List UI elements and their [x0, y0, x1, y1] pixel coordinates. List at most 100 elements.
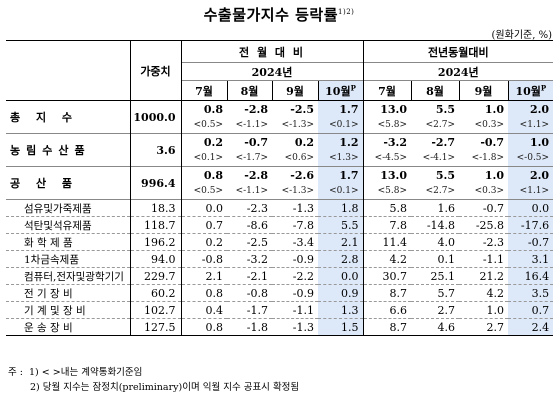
row-label: 섬유및가죽제품	[24, 202, 92, 215]
value-cell: 0.7	[508, 301, 554, 319]
value-cell: -2.5	[290, 102, 314, 116]
value-cell: 21.2	[479, 269, 505, 283]
value-cell: 1.5	[318, 318, 364, 336]
row-weight: 229.7	[129, 267, 181, 285]
contract-value-cell: <0.1>	[180, 150, 227, 167]
row-label: 화 학 제 품	[24, 236, 73, 249]
header-month: 9월	[271, 80, 318, 101]
row-label: 기 계 및 장 비	[24, 304, 86, 317]
header-mom: 전 월 대 비	[180, 40, 364, 63]
value-cell: -2.2	[292, 269, 314, 283]
table-row: 1차금속제품 94.0 -0.8 -3.2 -0.9 2.8 4.2 0.1 -1.1 3.1	[6, 250, 554, 268]
table-row: 공 산 품 996.4 0.8 -2.8 -2.6 1.7 13.0 5.5 1.0 2.0	[6, 166, 554, 200]
header-weight: 가중치	[129, 40, 181, 101]
contract-value-cell: <-0.5>	[508, 150, 554, 167]
unit-label: (원화기준, %)	[491, 30, 552, 41]
value-cell: 0.7	[180, 216, 227, 234]
value-cell: -2.3	[482, 235, 505, 249]
note-prefix: 주 :	[8, 367, 23, 378]
value-cell: 7.8	[362, 216, 412, 234]
value-cell: -1.7	[246, 303, 268, 317]
value-cell: 4.2	[486, 286, 505, 300]
contract-value-cell: <-1.7>	[235, 153, 268, 163]
contract-value-cell: <0.6>	[284, 153, 314, 163]
value-cell: 0.2	[294, 135, 314, 149]
contract-value-cell: <1.1>	[508, 117, 554, 134]
value-cell: -0.9	[292, 286, 314, 300]
header-month: 7월	[180, 80, 227, 101]
contract-value-cell: <0.3>	[474, 120, 505, 130]
value-cell: -1.1	[292, 303, 314, 317]
header-month: 8월	[226, 80, 272, 101]
value-cell: -1.8	[246, 320, 268, 334]
value-cell: 1.7	[318, 166, 364, 183]
table-row: 화 학 제 품 196.2 0.2 -2.5 -3.4 2.1 11.4 4.0 -2.3 -0.…	[6, 233, 554, 251]
value-cell: 2.1	[318, 233, 364, 251]
row-weight: 996.4	[129, 166, 181, 200]
row-label: 전 기 장 비	[24, 287, 73, 300]
value-cell: 25.1	[430, 269, 456, 283]
value-cell: 2.7	[437, 303, 456, 317]
table-row: 농림수산품 3.6 0.2 -0.7 0.2 1.2 -3.2 -2.7 -0.7 1.0	[6, 133, 554, 167]
value-cell: -2.5	[246, 235, 268, 249]
value-cell: -0.7	[244, 135, 268, 149]
value-cell: 0.0	[180, 199, 227, 217]
value-cell: -17.6	[508, 216, 554, 234]
value-cell: 5.7	[437, 286, 456, 300]
value-cell: -0.7	[480, 135, 505, 149]
value-cell: 4.0	[437, 235, 456, 249]
value-cell: 0.9	[318, 284, 364, 302]
value-cell: -8.6	[246, 218, 268, 232]
value-cell: 0.8	[180, 284, 227, 302]
row-weight: 196.2	[129, 233, 181, 251]
header-month: 10월P	[317, 80, 364, 101]
value-cell: 11.4	[362, 233, 412, 251]
value-cell: 2.8	[318, 250, 364, 268]
note-1: 1) < >내는 계약통화기준임	[29, 367, 143, 378]
row-label: 1차금속제품	[24, 253, 79, 266]
value-cell: 5.5	[435, 102, 456, 116]
contract-currency-row: <0.1> <-1.7> <0.6> <1.3> <-4.5> <-4.1> <-1.8> <…	[6, 150, 554, 167]
value-cell: -0.8	[246, 286, 268, 300]
row-label: 컴퓨터,전자및광학기기	[24, 270, 124, 283]
value-cell: -1.3	[292, 320, 314, 334]
table-row: 석탄및석유제품 118.7 0.7 -8.6 -7.8 5.5 7.8 -14.8 -25.8-…	[6, 216, 554, 234]
value-cell: 0.2	[180, 133, 227, 150]
value-cell: -0.7	[508, 233, 554, 251]
value-cell: 5.5	[318, 216, 364, 234]
value-cell: -1.3	[292, 201, 314, 215]
contract-value-cell: <-1.1>	[235, 120, 268, 130]
value-cell: 5.8	[362, 199, 412, 217]
note-2: 2) 당월 지수는 잠정치(preliminary)이며 익월 지수 공표시 확…	[30, 382, 300, 393]
header-month: 9월	[458, 80, 509, 101]
value-cell: 0.2	[180, 233, 227, 251]
value-cell: 5.5	[435, 168, 456, 182]
header-year-yoy: 2024년	[362, 62, 554, 81]
value-cell: 1.0	[484, 168, 505, 182]
value-cell: 1.0	[484, 102, 505, 116]
row-label: 석탄및석유제품	[24, 219, 92, 232]
row-weight: 127.5	[129, 318, 181, 336]
table-body: 총 지 수 1000.0 0.8 -2.8 -2.5 1.7 13.0 5.5 1.0 2.0 <0…	[6, 100, 554, 336]
value-cell: -2.8	[244, 102, 268, 116]
header-month: 10월P	[507, 80, 554, 101]
header-category	[6, 40, 130, 101]
contract-currency-row: <0.5> <-1.1> <-1.3> <0.1> <5.8> <2.7> <0.3> <1.…	[6, 117, 554, 134]
table-row: 총 지 수 1000.0 0.8 -2.8 -2.5 1.7 13.0 5.5 1.0 2.0	[6, 100, 554, 134]
value-cell: 1.0	[486, 303, 505, 317]
contract-value-cell: <5.8>	[362, 117, 412, 134]
contract-value-cell: <1.1>	[508, 183, 554, 200]
header-month: 8월	[410, 80, 460, 101]
value-cell: 2.7	[486, 320, 505, 334]
value-cell: -3.2	[362, 133, 412, 150]
header-month: 7월	[362, 80, 412, 101]
row-weight: 60.2	[129, 284, 181, 302]
value-cell: 2.1	[180, 267, 227, 285]
contract-value-cell: <0.5>	[180, 117, 227, 134]
table-row: 기 계 및 장 비 102.7 0.4 -1.7 -1.1 1.3 6.6 2.7 1.0 0.7	[6, 301, 554, 319]
value-cell: -7.8	[292, 218, 314, 232]
value-cell: 0.1	[437, 252, 456, 266]
table-title: 수출물가지수 등락률1)2)	[203, 6, 355, 24]
value-cell: -3.4	[292, 235, 314, 249]
value-cell: 3.5	[508, 284, 554, 302]
